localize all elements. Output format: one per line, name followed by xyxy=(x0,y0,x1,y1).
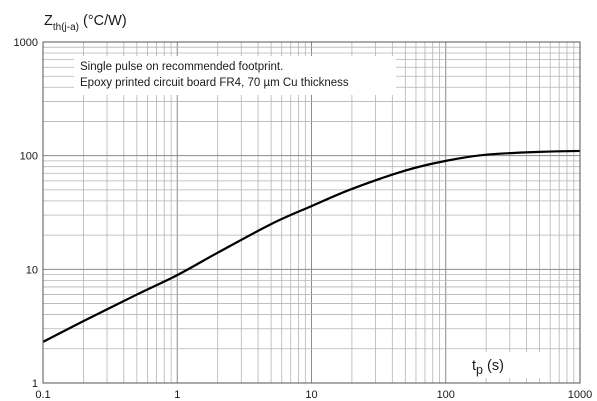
ylabel-main: Z xyxy=(44,13,53,29)
y-tick-labels: 1 10 100 1000 xyxy=(14,37,38,390)
y-tick-label: 100 xyxy=(20,151,38,163)
x-tick-label: 100 xyxy=(437,389,455,401)
xlabel-subscript: p xyxy=(476,363,483,377)
y-tick-label: 10 xyxy=(26,264,38,276)
series-group xyxy=(42,149,581,343)
x-tick-label: 0.1 xyxy=(35,389,50,401)
x-tick-labels: 0.1 1 10 100 1000 xyxy=(35,389,592,401)
ylabel-unit: (°C/W) xyxy=(79,13,127,29)
plot-frame xyxy=(42,41,581,384)
x-axis-label: tp (s) xyxy=(472,358,504,377)
xlabel-main: t xyxy=(472,358,476,374)
series-line xyxy=(42,149,581,343)
ylabel-bg xyxy=(42,8,152,34)
y-axis-label: Zth(j-a) (°C/W) xyxy=(44,13,127,33)
xlabel-unit: (s) xyxy=(483,358,504,374)
x-tick-label: 10 xyxy=(305,389,317,401)
xlabel-bg xyxy=(468,352,548,378)
ylabel-subscript: th(j-a) xyxy=(53,22,79,33)
annotation-line-1: Single pulse on recommended footprint. xyxy=(80,61,283,73)
x-tick-label: 1000 xyxy=(568,389,592,401)
annotation-box xyxy=(74,56,396,95)
x-tick-label: 1 xyxy=(174,389,180,401)
y-tick-label: 1 xyxy=(32,378,38,390)
y-tick-label: 1000 xyxy=(14,37,38,49)
annotation-line-2: Epoxy printed circuit board FR4, 70 µm C… xyxy=(80,77,349,89)
